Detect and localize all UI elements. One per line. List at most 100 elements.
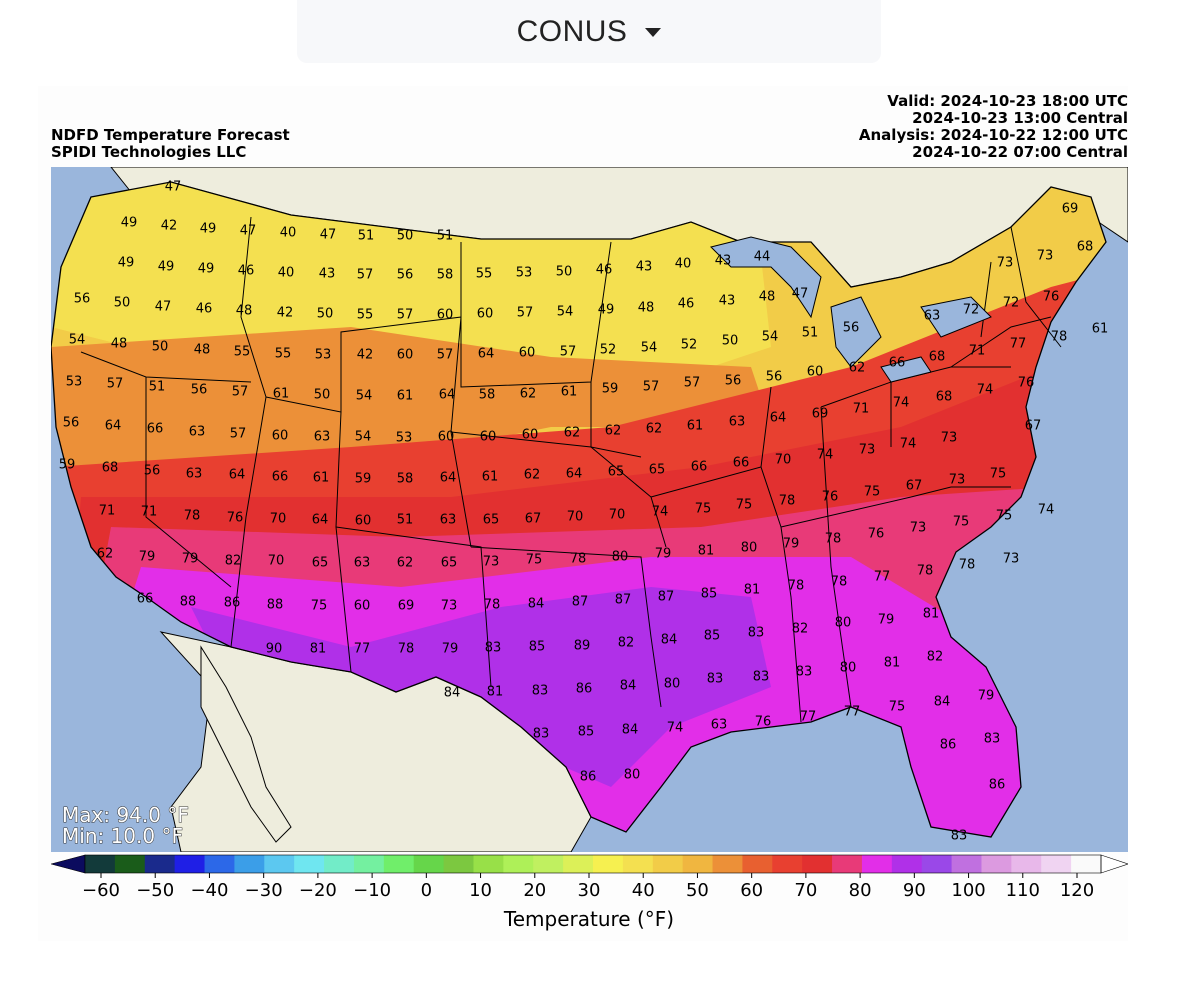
- temperature-value-label: 61: [313, 471, 330, 486]
- colorbar-segment: [981, 855, 1012, 873]
- temperature-value-label: 51: [149, 380, 166, 395]
- temperature-value-label: 60: [354, 599, 371, 614]
- colorbar-segment: [174, 855, 206, 873]
- colorbar-tick-label: 0: [421, 880, 432, 901]
- temperature-value-label: 85: [578, 725, 595, 740]
- temperature-value-label: 40: [675, 257, 692, 272]
- temperature-value-label: 62: [524, 468, 541, 483]
- temperature-value-label: 47: [792, 287, 809, 302]
- colorbar-segment: [294, 855, 325, 873]
- colorbar-ticks: −60 −50 −40 −30 −20 −10 0 10 20 30 40 50 60 70 80 90 100…: [82, 873, 1094, 901]
- temperature-value-label: 75: [889, 700, 906, 715]
- temperature-value-label: 84: [622, 723, 639, 738]
- extremes-readout: Max: 94.0 °F Min: 10.0 °F: [62, 804, 190, 847]
- temperature-value-label: 76: [822, 490, 839, 505]
- temperature-value-label: 64: [105, 419, 122, 434]
- colorbar-segment: [324, 855, 355, 873]
- temperature-value-label: 78: [484, 598, 501, 613]
- temperature-value-label: 64: [478, 347, 495, 362]
- temperature-value-label: 60: [477, 307, 494, 322]
- temperature-value-label: 50: [114, 296, 131, 311]
- temperature-value-label: 87: [658, 590, 675, 605]
- colorbar-tick-label: 50: [686, 880, 709, 901]
- colorbar-segment: [473, 855, 504, 873]
- temperature-value-label: 49: [158, 260, 175, 275]
- temperature-value-label: 68: [929, 350, 946, 365]
- temperature-value-label: 80: [741, 541, 758, 556]
- temperature-value-label: 56: [843, 321, 860, 336]
- temperature-value-label: 56: [63, 416, 80, 431]
- temperature-value-label: 74: [1038, 503, 1055, 518]
- temperature-value-label: 51: [802, 326, 819, 341]
- temperature-value-label: 83: [748, 626, 765, 641]
- temperature-value-label: 52: [681, 338, 698, 353]
- temperature-value-label: 65: [608, 465, 625, 480]
- temperature-value-label: 47: [155, 300, 172, 315]
- temperature-value-label: 73: [441, 599, 458, 614]
- temperature-value-label: 64: [439, 388, 456, 403]
- temperature-value-label: 54: [641, 341, 658, 356]
- colorbar-segment: [742, 855, 773, 873]
- temperature-value-label: 85: [529, 640, 546, 655]
- temperature-value-label: 79: [655, 547, 672, 562]
- temperature-value-label: 63: [314, 430, 331, 445]
- temperature-value-label: 85: [704, 629, 721, 644]
- colorbar-segment: [891, 855, 923, 873]
- baja-peninsula: [200, 645, 292, 843]
- temperature-value-label: 66: [691, 460, 708, 475]
- temperature-value-label: 56: [74, 292, 91, 307]
- colorbar-tick-label: 10: [469, 880, 492, 901]
- colorbar-segment: [144, 855, 176, 873]
- temperature-value-label: 87: [615, 593, 632, 608]
- analysis-central: 2024-10-22 07:00 Central: [912, 143, 1128, 161]
- temperature-value-label: 57: [357, 268, 374, 283]
- map-value-labels: 47 49 42 49 47 40 47 51 50 51 49 49 49 46 40 43 57 56 58 55…: [59, 180, 1109, 844]
- temperature-value-label: 71: [99, 504, 116, 519]
- temperature-value-label: 54: [356, 389, 373, 404]
- temperature-value-label: 83: [984, 732, 1001, 747]
- temperature-value-label: 69: [398, 599, 415, 614]
- temperature-value-label: 75: [695, 502, 712, 517]
- colorbar-min-arrow: [49, 854, 86, 874]
- temperature-value-label: 75: [990, 467, 1007, 482]
- temperature-value-label: 54: [355, 430, 372, 445]
- temperature-value-label: 73: [859, 443, 876, 458]
- colorbar-segment: [802, 855, 833, 873]
- temperature-value-label: 57: [397, 308, 414, 323]
- temperature-value-label: 77: [800, 710, 817, 725]
- temperature-value-label: 49: [598, 303, 615, 318]
- temperature-value-label: 48: [759, 290, 776, 305]
- temperature-value-label: 67: [906, 479, 923, 494]
- temperature-value-label: 42: [161, 219, 178, 234]
- temperature-value-label: 62: [397, 556, 414, 571]
- temperature-value-label: 68: [936, 390, 953, 405]
- temperature-value-label: 53: [315, 348, 332, 363]
- temperature-value-label: 84: [444, 686, 461, 701]
- temperature-value-label: 75: [736, 498, 753, 513]
- colorbar-segment: [1011, 855, 1042, 873]
- colorbar-tick-label: 100: [951, 880, 985, 901]
- colorbar-segment: [712, 855, 743, 873]
- temperature-value-label: 48: [236, 304, 253, 319]
- temperature-value-label: 76: [868, 527, 885, 542]
- temperature-value-label: 85: [701, 587, 718, 602]
- temperature-value-label: 80: [612, 550, 629, 565]
- region-selector[interactable]: CONUS: [297, 0, 881, 63]
- temperature-value-label: 73: [941, 431, 958, 446]
- temperature-value-label: 49: [121, 216, 138, 231]
- temperature-value-label: 86: [580, 770, 597, 785]
- title-line-1: NDFD Temperature Forecast: [51, 126, 290, 144]
- temperature-value-label: 67: [525, 512, 542, 527]
- temperature-value-label: 78: [398, 642, 415, 657]
- temperature-value-label: 78: [959, 558, 976, 573]
- temperature-value-label: 64: [229, 468, 246, 483]
- temperature-value-label: 73: [483, 555, 500, 570]
- temperature-value-label: 76: [1018, 376, 1035, 391]
- temperature-value-label: 70: [268, 554, 285, 569]
- temperature-value-label: 80: [664, 677, 681, 692]
- temperature-value-label: 60: [355, 514, 372, 529]
- temperature-value-label: 78: [788, 579, 805, 594]
- temperature-value-label: 74: [893, 396, 910, 411]
- temperature-value-label: 51: [358, 229, 375, 244]
- temperature-value-label: 57: [230, 427, 247, 442]
